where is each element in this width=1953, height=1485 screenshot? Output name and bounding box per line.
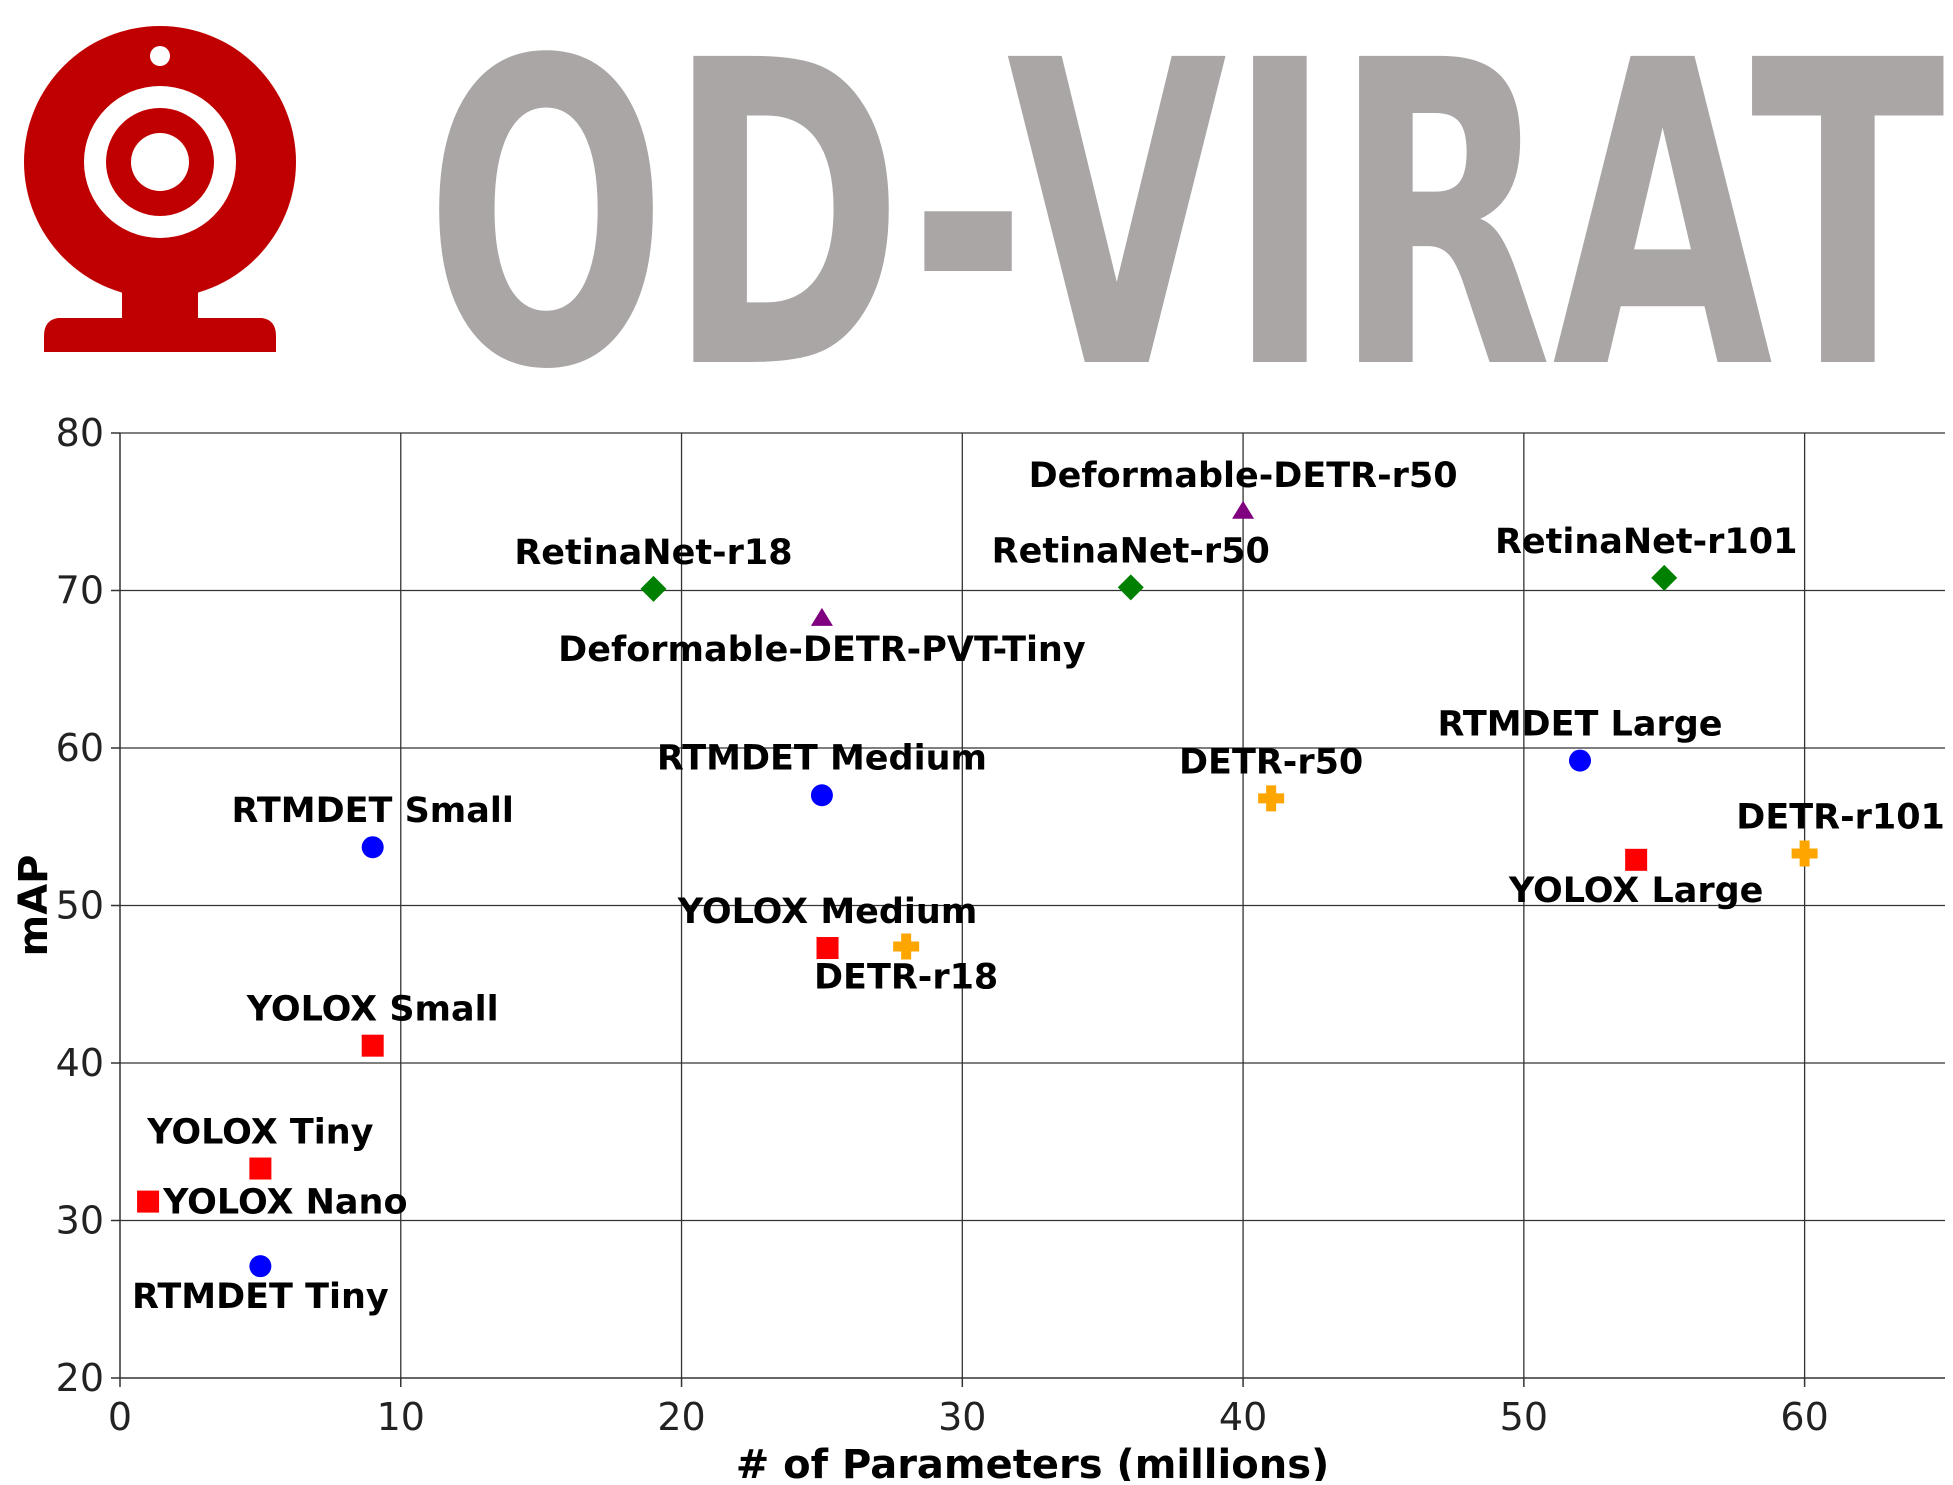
x-tick-label: 40 xyxy=(1219,1395,1267,1439)
label-retinanet-r101: RetinaNet-r101 xyxy=(1495,522,1798,562)
webcam-icon xyxy=(24,26,296,352)
label-rtmdet-small: RTMDET Small xyxy=(231,791,513,831)
label-yolox-large: YOLOX Large xyxy=(1508,871,1764,911)
marker-detr-r50 xyxy=(1258,785,1285,812)
marker-yolox-small xyxy=(361,1034,384,1057)
y-tick-labels: 20 30 40 50 60 70 80 xyxy=(56,411,104,1400)
marker-retinanet-r50 xyxy=(1117,574,1144,601)
x-tick-label: 10 xyxy=(377,1395,425,1439)
marker-yolox-nano xyxy=(137,1190,160,1213)
label-detr-r18: DETR-r18 xyxy=(814,957,998,997)
x-tick-label: 0 xyxy=(108,1395,132,1439)
marker-rtmdet-large xyxy=(1569,749,1591,772)
marker-retinanet-r101 xyxy=(1651,564,1678,591)
label-yolox-nano: YOLOX Nano xyxy=(162,1183,407,1223)
x-tick-label: 20 xyxy=(657,1395,705,1439)
x-tick-labels: 0 10 20 30 40 50 60 xyxy=(108,1395,1829,1439)
label-rtmdet-tiny: RTMDET Tiny xyxy=(132,1277,389,1317)
banner: OD-VIRAT xyxy=(0,0,1953,462)
y-tick-label: 30 xyxy=(56,1199,104,1243)
marker-yolox-large xyxy=(1625,848,1648,871)
marker-rtmdet-small xyxy=(361,836,384,859)
y-tick-label: 20 xyxy=(56,1356,104,1400)
x-tick-label: 60 xyxy=(1780,1395,1828,1439)
label-rtmdet-large: RTMDET Large xyxy=(1437,705,1722,745)
marker-retinanet-r18 xyxy=(640,575,667,602)
x-axis-title: # of Parameters (millions) xyxy=(736,1442,1330,1481)
y-tick-label: 70 xyxy=(56,569,104,613)
logo-text: OD-VIRAT xyxy=(425,0,1947,380)
y-tick-label: 80 xyxy=(56,411,104,455)
banner-svg: OD-VIRAT xyxy=(24,0,1947,462)
gridlines xyxy=(120,432,1945,1378)
label-deformable-detr-pvt-tiny: Deformable-DETR-PVT-Tiny xyxy=(558,630,1086,670)
marker-detr-r18 xyxy=(893,933,920,960)
chart: 0 10 20 30 40 50 60 20 30 40 50 60 70 80 # of Parame… xyxy=(0,380,1953,1485)
label-retinanet-r50: RetinaNet-r50 xyxy=(992,531,1270,571)
x-tick-label: 50 xyxy=(1500,1395,1548,1439)
y-tick-label: 50 xyxy=(56,884,104,928)
label-rtmdet-medium: RTMDET Medium xyxy=(657,738,987,778)
marker-yolox-medium xyxy=(816,937,839,960)
marker-deformable-detr-pvt-tiny xyxy=(810,607,833,626)
label-detr-r50: DETR-r50 xyxy=(1179,742,1363,782)
axes xyxy=(111,432,1945,1387)
label-yolox-small: YOLOX Small xyxy=(246,990,499,1030)
x-tick-label: 30 xyxy=(938,1395,986,1439)
label-yolox-medium: YOLOX Medium xyxy=(677,892,978,932)
marker-rtmdet-medium xyxy=(810,784,833,807)
label-detr-r101: DETR-r101 xyxy=(1736,798,1945,838)
label-deformable-detr-r50: Deformable-DETR-r50 xyxy=(1029,456,1458,496)
data-labels: RTMDET Tiny RTMDET Small RTMDET Medium RTMD… xyxy=(132,456,1945,1317)
marker-yolox-tiny xyxy=(249,1157,272,1180)
marker-deformable-detr-r50 xyxy=(1232,500,1255,519)
label-yolox-tiny: YOLOX Tiny xyxy=(146,1113,373,1153)
scatter-plot: 0 10 20 30 40 50 60 20 30 40 50 60 70 80 # of Parame… xyxy=(11,411,1945,1485)
y-tick-label: 60 xyxy=(56,726,104,770)
marker-detr-r101 xyxy=(1791,840,1818,867)
logo-wordmark: OD-VIRAT xyxy=(425,0,1947,462)
y-tick-label: 40 xyxy=(56,1041,104,1085)
data-markers xyxy=(137,500,1818,1278)
marker-rtmdet-tiny xyxy=(249,1255,272,1278)
y-axis-title: mAP xyxy=(11,855,57,957)
label-retinanet-r18: RetinaNet-r18 xyxy=(514,533,792,573)
